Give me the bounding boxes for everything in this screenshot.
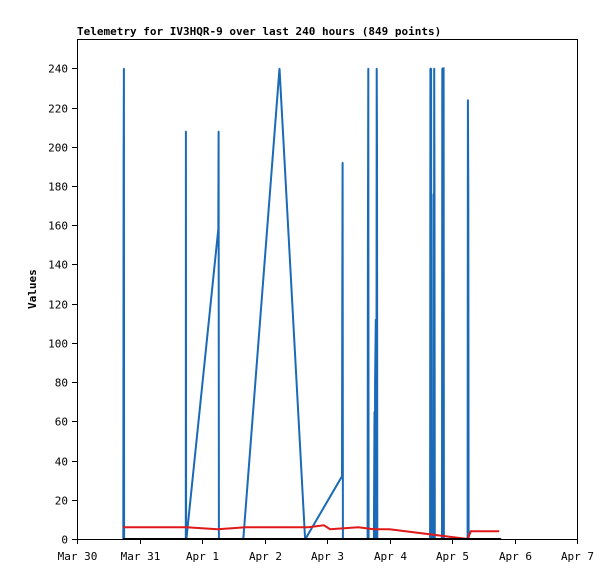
series-line-0	[122, 67, 501, 540]
data-point	[443, 67, 445, 69]
x-tick-label: Apr 5	[436, 550, 469, 563]
y-tick-label: 220	[48, 103, 68, 116]
series-layer	[122, 67, 502, 541]
x-tick-label: Apr 6	[499, 550, 532, 563]
data-point	[307, 526, 309, 528]
data-point	[123, 67, 125, 69]
x-axis: Mar 30 Mar 31 Apr 1 Apr 2 Apr 3 Apr 4 Apr 5 Apr…	[58, 539, 594, 563]
x-tick-label: Apr 1	[186, 550, 219, 563]
x-tick-label: Apr 4	[374, 550, 407, 563]
y-tick-label: 40	[55, 456, 68, 469]
data-point	[367, 67, 369, 69]
data-point	[278, 67, 281, 69]
x-tick-label: Apr 7	[561, 550, 594, 563]
data-point	[341, 287, 343, 289]
data-point	[467, 99, 469, 101]
data-point	[122, 538, 124, 540]
data-point	[388, 528, 391, 530]
data-point	[122, 526, 124, 528]
data-point	[373, 528, 375, 530]
chart-title: Telemetry for IV3HQR-9 over last 240 hou…	[77, 25, 441, 38]
data-point	[217, 228, 219, 230]
y-tick-label: 240	[48, 63, 68, 76]
data-point	[217, 528, 219, 530]
data-point	[342, 161, 344, 164]
data-point	[433, 67, 435, 69]
x-tick-label: Apr 2	[249, 550, 282, 563]
data-point	[341, 475, 343, 477]
data-point	[375, 318, 377, 320]
x-tick-label: Apr 3	[311, 550, 344, 563]
data-point	[430, 67, 432, 69]
y-axis-label: Values	[26, 269, 39, 309]
data-point	[432, 509, 434, 511]
x-tick-label: Mar 31	[121, 550, 161, 563]
x-tick-label: Mar 30	[58, 550, 98, 563]
data-point	[218, 130, 220, 132]
y-tick-label: 180	[48, 181, 68, 194]
data-point	[357, 526, 359, 528]
y-tick-label: 120	[48, 299, 68, 312]
y-tick-label: 60	[55, 416, 68, 429]
data-point	[323, 524, 325, 526]
data-point	[367, 254, 369, 256]
data-point	[185, 526, 187, 528]
data-point	[467, 191, 469, 193]
data-point	[433, 191, 436, 193]
y-axis: 0 20 40 60 80 100 120 140 160 180 200 220 240	[48, 63, 77, 547]
data-point	[279, 526, 281, 528]
y-tick-label: 80	[55, 377, 68, 390]
data-point	[329, 528, 331, 530]
data-point	[470, 530, 472, 532]
data-point	[376, 146, 378, 148]
data-point	[374, 381, 376, 383]
y-tick-label: 0	[61, 534, 68, 547]
y-tick-label: 200	[48, 142, 68, 155]
data-point	[123, 161, 125, 164]
data-point	[185, 130, 187, 132]
data-point	[500, 538, 502, 540]
y-tick-label: 140	[48, 259, 68, 272]
y-tick-label: 160	[48, 220, 68, 233]
data-point	[498, 530, 500, 532]
y-tick-label: 100	[48, 338, 68, 351]
data-point	[376, 67, 378, 69]
plot-frame	[77, 39, 578, 540]
y-tick-label: 20	[55, 495, 68, 508]
data-point	[373, 410, 376, 413]
series-line-1	[123, 524, 499, 541]
data-point	[433, 193, 435, 195]
data-point	[441, 67, 443, 69]
data-point	[245, 526, 247, 528]
